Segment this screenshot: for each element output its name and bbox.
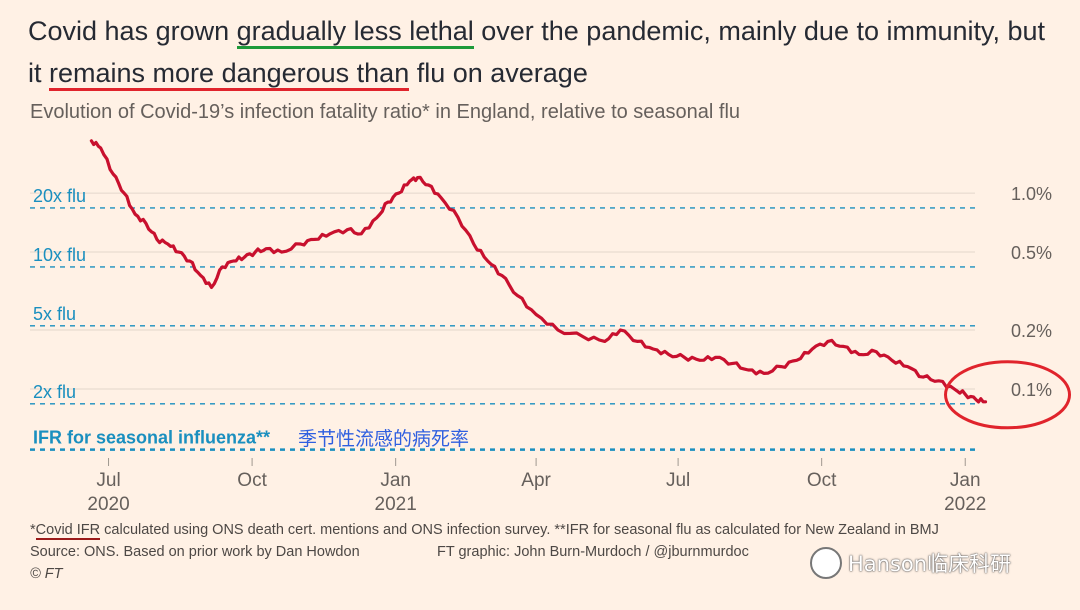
y-tick-label: 0.5% bbox=[1011, 243, 1052, 263]
x-tick-label: Oct bbox=[237, 470, 267, 491]
title-part-1: Covid has grown bbox=[28, 16, 237, 46]
reference-label: 20x flu bbox=[33, 186, 86, 206]
reference-label: IFR for seasonal influenza** bbox=[33, 428, 270, 448]
x-tick-year: 2022 bbox=[944, 494, 986, 515]
title-part-5: flu on average bbox=[409, 58, 588, 88]
annotation-layer bbox=[944, 360, 1072, 430]
reference-lines: 20x flu 10x flu 5x flu 2x flu IFR for season… bbox=[30, 186, 975, 451]
reference-label: 5x flu bbox=[33, 304, 76, 324]
footnote-covid-ifr: Covid IFR bbox=[35, 522, 101, 540]
x-axis: Jul 2020 Oct Jan 2021 Apr Jul Oct Jan 2022 bbox=[87, 458, 986, 515]
chinese-annotation: 季节性流感的病死率 bbox=[298, 428, 470, 450]
source-line: Source: ONS. Based on prior work by Dan … bbox=[30, 544, 360, 560]
footnote: *Covid IFR calculated using ONS death ce… bbox=[30, 522, 939, 540]
watermark-text: Hanson临床科研 bbox=[848, 552, 1012, 576]
y-tick-label: 1.0% bbox=[1011, 184, 1052, 204]
footnote-prefix: * bbox=[30, 522, 36, 538]
x-tick-label: Jul bbox=[96, 470, 120, 491]
credit-line: FT graphic: John Burn-Murdoch / @jburnmu… bbox=[437, 544, 749, 560]
title-part-3: over the pandemic, mainly due to immunit… bbox=[28, 16, 1046, 88]
reference-label: 2x flu bbox=[33, 382, 76, 402]
chart-title: Covid has grown gradually less lethal ov… bbox=[28, 10, 1058, 94]
y-axis-right: 1.0% 0.5% 0.2% 0.1% bbox=[1011, 184, 1052, 400]
x-tick-label: Apr bbox=[521, 470, 551, 491]
x-tick-label: Jul bbox=[666, 470, 690, 491]
grid-layer bbox=[30, 192, 975, 390]
wechat-icon bbox=[810, 547, 842, 579]
footnote-text: calculated using ONS death cert. mention… bbox=[100, 522, 939, 538]
highlight-circle bbox=[944, 360, 1072, 430]
chart-subtitle: Evolution of Covid-19’s infection fatali… bbox=[30, 101, 741, 123]
x-tick-label: Jan bbox=[950, 470, 981, 491]
watermark: Hanson临床科研 bbox=[810, 547, 1011, 579]
x-tick-label: Oct bbox=[807, 470, 837, 491]
copyright: © FT bbox=[30, 566, 63, 582]
y-tick-label: 0.2% bbox=[1011, 321, 1052, 341]
y-tick-label: 0.1% bbox=[1011, 380, 1052, 400]
x-tick-year: 2021 bbox=[375, 494, 417, 515]
series-line bbox=[89, 139, 988, 404]
x-tick-year: 2020 bbox=[87, 494, 129, 515]
series-layer bbox=[89, 139, 988, 404]
reference-label: 10x flu bbox=[33, 245, 86, 265]
x-tick-label: Jan bbox=[380, 470, 411, 491]
title-highlight-green: gradually less lethal bbox=[236, 16, 474, 49]
title-highlight-red: remains more dangerous than bbox=[49, 58, 410, 91]
